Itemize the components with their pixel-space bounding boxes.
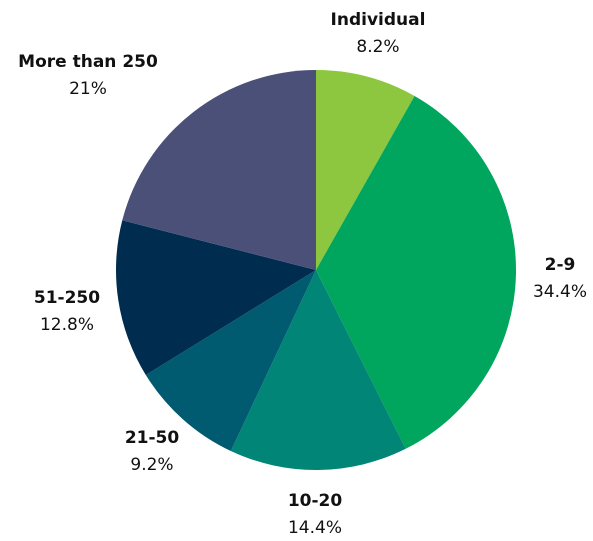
pie-labels: Individual 8.2% 2-9 34.4% 10-20 14.4% 21-50 9.2… [18, 10, 587, 538]
pie-slice-2-9 [316, 95, 517, 449]
slice-value-label: 14.4% [288, 518, 342, 538]
slice-value-label: 8.2% [356, 37, 399, 57]
slice-value-label: 34.4% [533, 282, 587, 302]
pie-slice-51-250 [115, 220, 316, 376]
slice-category-label: 51-250 [34, 288, 100, 308]
slice-category-label: 21-50 [125, 428, 180, 448]
slice-category-label: 2-9 [545, 255, 576, 275]
slice-value-label: 9.2% [130, 455, 173, 475]
slice-category-label: Individual [331, 10, 426, 30]
pie-slice-10-20 [230, 270, 406, 471]
slice-category-label: 10-20 [288, 491, 343, 511]
slice-value-label: 21% [69, 79, 107, 99]
pie-slice-individual [316, 70, 415, 270]
pie-slice-more-than-250 [122, 70, 316, 270]
pie-slice-21-50 [145, 270, 316, 451]
slice-category-label: More than 250 [18, 52, 158, 72]
pie-slices [115, 70, 517, 471]
slice-value-label: 12.8% [40, 315, 94, 335]
